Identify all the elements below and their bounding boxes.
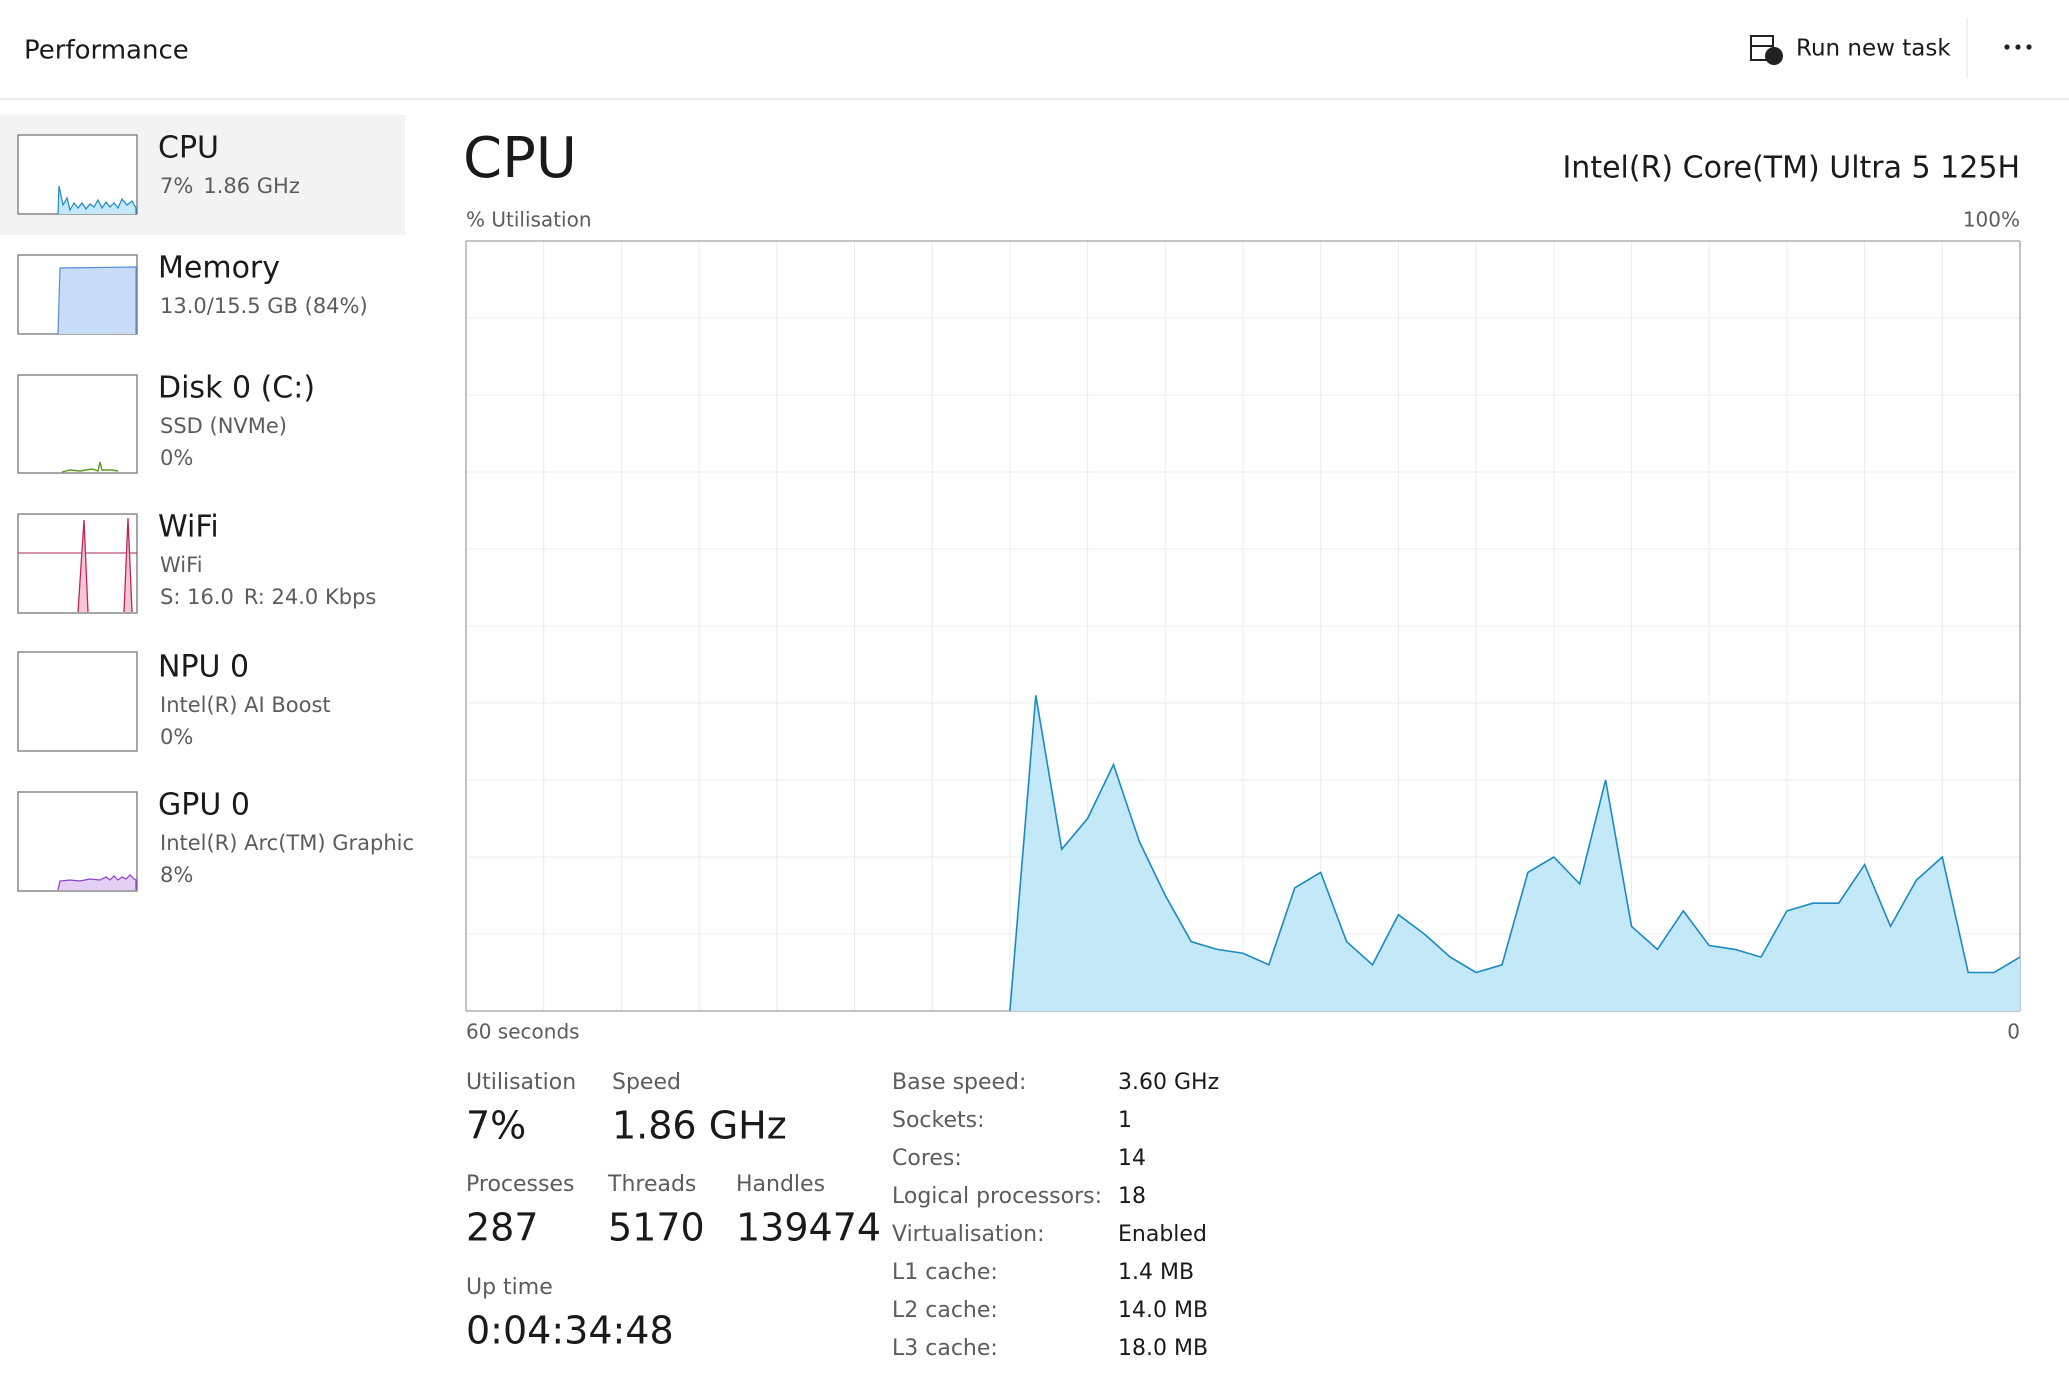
dot[interactable]: [2026, 44, 2032, 50]
stat-label: Processes: [466, 1172, 574, 1197]
spec-label: Base speed:: [892, 1070, 1026, 1095]
sidebar-detail: 13.0/15.5 GB (84%): [160, 294, 368, 318]
x-tick-label: 0: [2007, 1020, 2020, 1044]
stat-label: Handles: [736, 1172, 825, 1197]
spec-label: L2 cache:: [892, 1298, 998, 1323]
task-icon: [1765, 47, 1783, 65]
sidebar-detail: Intel(R) AI Boost: [160, 693, 331, 717]
area-line: [1009, 695, 2021, 1012]
sidebar-title[interactable]: Disk 0 (C:): [158, 371, 315, 406]
detail-part: R: 24.0 Kbps: [244, 585, 377, 609]
wifi-spark: [77, 519, 89, 613]
stat-label: Up time: [466, 1275, 553, 1300]
stat-value: 1.86 GHz: [612, 1104, 787, 1148]
sidebar-detail: SSD (NVMe): [160, 414, 287, 438]
sidebar-title[interactable]: CPU: [158, 131, 219, 166]
detail-part: 0%: [160, 725, 193, 749]
spec-value: Enabled: [1118, 1222, 1207, 1247]
stat-value: 287: [466, 1206, 539, 1250]
detail-part: WiFi: [160, 553, 203, 577]
disk-spark: [61, 461, 119, 473]
stat-value: 0:04:34:48: [466, 1309, 674, 1353]
sidebar-detail: WiFi: [160, 553, 203, 577]
spec-value: 14.0 MB: [1118, 1298, 1208, 1323]
spec-value: 18.0 MB: [1118, 1336, 1208, 1361]
spec-label: Virtualisation:: [892, 1222, 1045, 1247]
detail-part: Intel(R) Arc(TM) Graphic: [160, 831, 414, 855]
npu-thumb[interactable]: [17, 651, 138, 752]
spec-value: 3.60 GHz: [1118, 1070, 1219, 1095]
run-task-label[interactable]: Run new task: [1796, 36, 1951, 62]
sidebar-detail: 8%: [160, 863, 193, 887]
stat-value: 139474: [736, 1206, 881, 1250]
gpu-thumb[interactable]: [17, 791, 138, 892]
stat-label: Speed: [612, 1070, 681, 1095]
gpu-spark: [57, 874, 137, 891]
sidebar-detail: S: 16.0 R: 24.0 Kbps: [160, 585, 376, 609]
y-tick-label: 100%: [1963, 208, 2020, 232]
page-title: Performance: [24, 36, 189, 66]
dot[interactable]: [2015, 44, 2021, 50]
sidebar-detail: 7% 1.86 GHz: [160, 174, 300, 198]
detail-part: Intel(R) AI Boost: [160, 693, 331, 717]
sidebar-title[interactable]: NPU 0: [158, 650, 249, 685]
spec-value: 1.4 MB: [1118, 1260, 1194, 1285]
detail-part: 8%: [160, 863, 193, 887]
spec-label: Logical processors:: [892, 1184, 1102, 1209]
stat-value: 5170: [608, 1206, 705, 1250]
header-divider: [0, 98, 2069, 100]
cpu-spark: [57, 185, 137, 215]
stat-label: Threads: [607, 1172, 696, 1197]
cpu-thumb[interactable]: [17, 134, 138, 215]
spec-label: Cores:: [892, 1146, 962, 1171]
run-task-button[interactable]: Run new task: [1740, 26, 1951, 72]
memory-spark: [57, 266, 137, 335]
more-button[interactable]: [2004, 44, 2032, 50]
sidebar-detail: 0%: [160, 446, 193, 470]
y-axis-label: % Utilisation: [466, 208, 592, 232]
disk-thumb[interactable]: [17, 374, 138, 474]
sidebar-title[interactable]: WiFi: [158, 510, 219, 545]
sidebar-title[interactable]: Memory: [158, 251, 280, 286]
spec-label: Sockets:: [892, 1108, 985, 1133]
stat-label: Utilisation: [466, 1070, 576, 1095]
sidebar-detail: 0%: [160, 725, 193, 749]
spec-value: 18: [1118, 1184, 1146, 1209]
stat-value: 7%: [466, 1104, 526, 1148]
detail-part: 1.86 GHz: [203, 174, 300, 198]
detail-part: S: 16.0: [160, 585, 234, 609]
sidebar-detail: Intel(R) Arc(TM) Graphic: [160, 831, 414, 855]
detail-part: SSD (NVMe): [160, 414, 287, 438]
x-tick-label: 60 seconds: [466, 1020, 580, 1044]
spec-label: L1 cache:: [892, 1260, 998, 1285]
detail-part: 7%: [160, 174, 193, 198]
wifi-spark: [123, 517, 133, 613]
panel-title: CPU: [463, 126, 577, 191]
detail-part: 13.0/15.5 GB (84%): [160, 294, 368, 318]
spec-value: 14: [1118, 1146, 1146, 1171]
processor-name: Intel(R) Core(TM) Ultra 5 125H: [1562, 151, 2020, 186]
area-fill: [1009, 695, 2020, 1011]
wifi-thumb[interactable]: [17, 513, 138, 614]
dot[interactable]: [2004, 44, 2010, 50]
spec-label: L3 cache:: [892, 1336, 998, 1361]
detail-part: 0%: [160, 446, 193, 470]
sidebar-title[interactable]: GPU 0: [158, 788, 250, 823]
spec-value: 1: [1118, 1108, 1132, 1133]
thumbnails: [17, 134, 138, 892]
